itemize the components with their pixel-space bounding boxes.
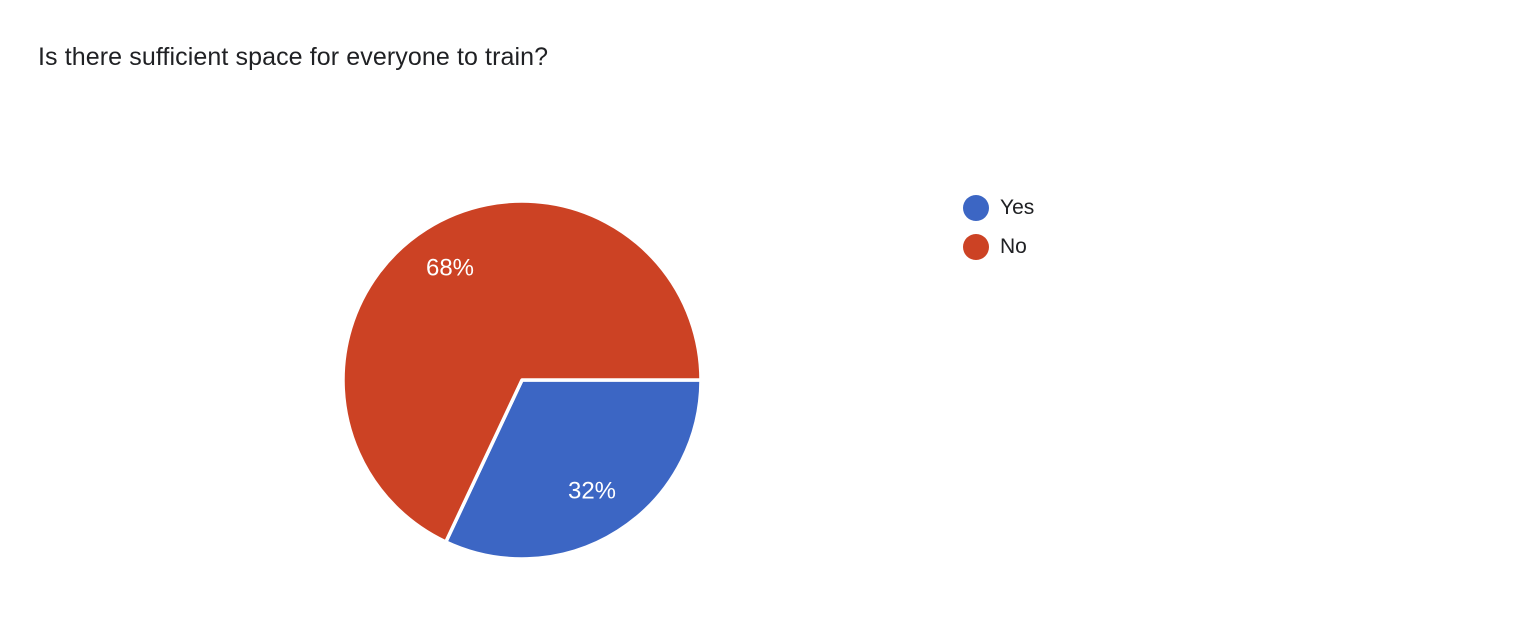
pie-slice-labels: 68% 32% (426, 254, 616, 504)
pie-slices (341, 199, 703, 561)
circle-swatch-icon-yes (963, 194, 989, 221)
chart-legend: Yes No (963, 194, 1034, 260)
pie-label-yes: 32% (568, 477, 616, 504)
pie-slice-no[interactable] (341, 199, 703, 544)
pie-label-no: 68% (426, 254, 474, 281)
legend-item-no[interactable]: No (963, 233, 1034, 260)
legend-label-no: No (1000, 234, 1027, 258)
legend-label-yes: Yes (1000, 195, 1035, 219)
pie-slice-yes[interactable] (444, 378, 703, 561)
legend-item-yes[interactable]: Yes (963, 194, 1034, 221)
circle-swatch-icon-no (963, 233, 989, 260)
chart-title: Is there sufficient space for everyone t… (38, 43, 549, 71)
